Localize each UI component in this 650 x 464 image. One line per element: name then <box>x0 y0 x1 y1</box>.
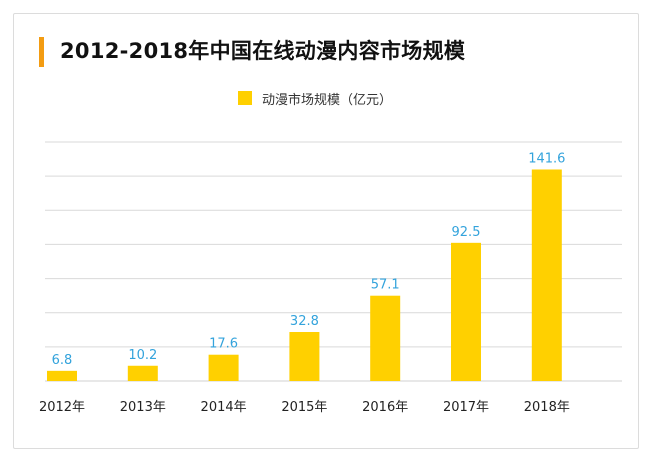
bar-value-label: 6.8 <box>52 353 73 368</box>
x-tick-label: 2018年 <box>524 400 570 415</box>
x-tick-label: 2014年 <box>201 400 247 415</box>
title-accent-bar <box>39 37 44 67</box>
bar <box>47 370 77 381</box>
x-tick-label: 2012年 <box>39 400 85 415</box>
x-tick-label: 2017年 <box>443 400 489 415</box>
bar-value-label: 92.5 <box>452 225 481 240</box>
bar-value-label: 32.8 <box>290 314 319 329</box>
legend: 动漫市场规模（亿元） <box>238 89 393 108</box>
bar <box>208 354 239 381</box>
x-tick-label: 2013年 <box>120 400 166 415</box>
bar-value-label: 57.1 <box>371 278 400 293</box>
legend-swatch <box>238 91 252 105</box>
legend-label: 动漫市场规模（亿元） <box>262 92 393 108</box>
x-tick-label: 2015年 <box>281 400 327 415</box>
bar <box>531 169 562 381</box>
chart-title: 2012-2018年中国在线动漫内容市场规模 <box>60 39 466 63</box>
bar-value-label: 10.2 <box>128 348 157 363</box>
bar <box>127 365 158 381</box>
x-tick-label: 2016年 <box>362 400 408 415</box>
bar-value-label: 141.6 <box>528 151 565 166</box>
bar <box>289 332 320 381</box>
bar <box>370 295 401 381</box>
bar-value-label: 17.6 <box>209 337 238 352</box>
bar <box>451 242 481 381</box>
